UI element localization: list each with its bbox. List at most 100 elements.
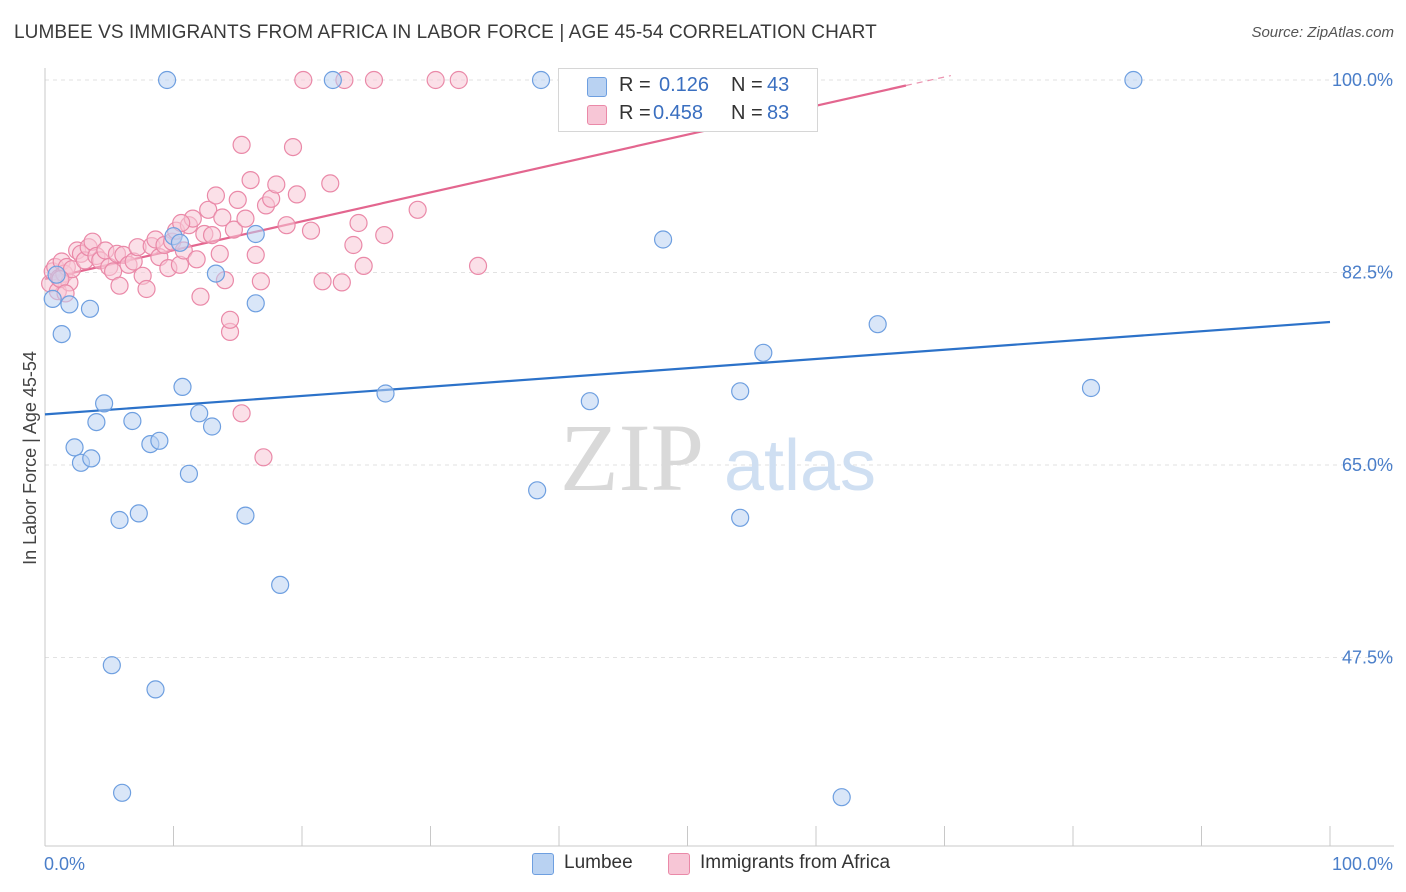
y-tick-label: 47.5% (1342, 648, 1393, 668)
lumbee-point (95, 394, 114, 413)
source-label: Source: ZipAtlas.com (1251, 24, 1394, 41)
legend-n-label: N = (731, 102, 763, 124)
lumbee-point (112, 783, 132, 802)
lumbee-point (129, 504, 148, 523)
africa-point (241, 171, 260, 190)
legend-r-label: R = (619, 102, 651, 124)
africa-point (294, 70, 313, 90)
legend-row-lumbee: R = 0.126 N = 43 (559, 72, 817, 100)
lumbee-point (60, 295, 79, 314)
legend-n-label: N = (731, 74, 763, 96)
africa-point (449, 70, 468, 90)
x-tick-label-start: 0.0% (44, 854, 85, 874)
lumbee-point (43, 289, 62, 308)
lumbee-point (323, 70, 342, 90)
africa-point (210, 244, 229, 263)
lumbee-point (52, 325, 71, 344)
lumbee-point (65, 438, 84, 457)
legend-swatch-lumbee (587, 77, 607, 97)
africa-point (224, 220, 243, 239)
africa-point (321, 174, 340, 193)
lumbee-point (731, 508, 750, 527)
lumbee-point (376, 384, 395, 403)
africa-point (267, 175, 286, 194)
legend-row-africa: R = 0.458 N = 83 (559, 100, 817, 128)
watermark-zip: ZIP (560, 404, 704, 511)
bottom-swatch-africa (668, 853, 690, 875)
africa-point (199, 200, 218, 219)
africa-point (236, 209, 255, 228)
africa-point (349, 213, 368, 233)
africa-point (232, 404, 251, 423)
lumbee-point (246, 224, 265, 244)
africa-point (426, 70, 445, 90)
lumbee-point (271, 575, 290, 595)
lumbee-point (832, 788, 851, 807)
watermark-atlas: atlas (724, 426, 876, 506)
watermark: ZIP atlas (560, 404, 876, 511)
africa-point (228, 190, 247, 209)
africa-point (344, 235, 363, 255)
africa-point (408, 200, 427, 219)
lumbee-point (1081, 378, 1101, 398)
africa-point (301, 221, 321, 240)
lumbee-point (206, 264, 226, 283)
lumbee-point (190, 404, 209, 423)
lumbee-point (146, 680, 165, 699)
lumbee-point (531, 70, 551, 90)
lumbee-point (179, 464, 199, 483)
africa-point (277, 216, 296, 235)
bottom-legend-africa-label: Immigrants from Africa (700, 852, 891, 873)
africa-point (202, 226, 222, 245)
africa-point (137, 279, 156, 299)
legend-r-value: 0.458 (653, 102, 704, 124)
lumbee-point (580, 392, 599, 411)
legend-r-value: 0.126 (659, 74, 710, 96)
africa-point (213, 208, 232, 227)
lumbee-point (87, 413, 106, 432)
africa-point (364, 70, 384, 90)
y-tick-label: 82.5% (1342, 263, 1393, 283)
lumbee-point (528, 481, 547, 500)
lumbee-trend-line (44, 320, 1331, 416)
lumbee-point (170, 233, 190, 252)
lumbee-point (754, 343, 773, 362)
x-tick-label-end: 100.0% (1332, 854, 1393, 874)
africa-point (220, 310, 240, 329)
africa-point (110, 276, 129, 295)
africa-point (187, 250, 206, 269)
correlation-legend: R = 0.126 N = 43 R = 0.458 N = 83 (558, 68, 818, 132)
lumbee-point (246, 294, 265, 313)
lumbee-point (123, 411, 142, 431)
lumbee-point (110, 510, 129, 530)
lumbee-point (102, 656, 121, 675)
africa-point (354, 256, 373, 275)
legend-r-label: R = (619, 74, 651, 96)
lumbee-point (82, 449, 101, 468)
africa-point (206, 186, 226, 205)
africa-point (251, 272, 270, 291)
tick-labels: 47.5% 65.0% 82.5% 100.0% 0.0% 100.0% (44, 70, 1393, 874)
lumbee-point (150, 431, 169, 450)
africa-trend-extension (905, 75, 951, 87)
africa-point (283, 138, 303, 157)
africa-point (332, 273, 351, 292)
y-tick-label: 100.0% (1332, 70, 1393, 90)
lumbee-point (868, 315, 887, 334)
africa-point (191, 287, 210, 306)
africa-point (246, 245, 265, 264)
africa-point (313, 272, 332, 291)
grid-lines (45, 79, 1394, 658)
africa-point (232, 135, 251, 154)
lumbee-point (157, 70, 177, 90)
axes (44, 68, 1394, 847)
lumbee-point (80, 299, 100, 318)
y-tick-label: 65.0% (1342, 455, 1393, 475)
bottom-swatch-lumbee (532, 853, 554, 875)
lumbee-point (202, 417, 222, 436)
y-axis-title: In Labor Force | Age 45-54 (20, 351, 40, 565)
bottom-legend-lumbee-label: Lumbee (564, 852, 633, 873)
lumbee-point (731, 382, 750, 401)
lumbee-point (1124, 70, 1143, 90)
